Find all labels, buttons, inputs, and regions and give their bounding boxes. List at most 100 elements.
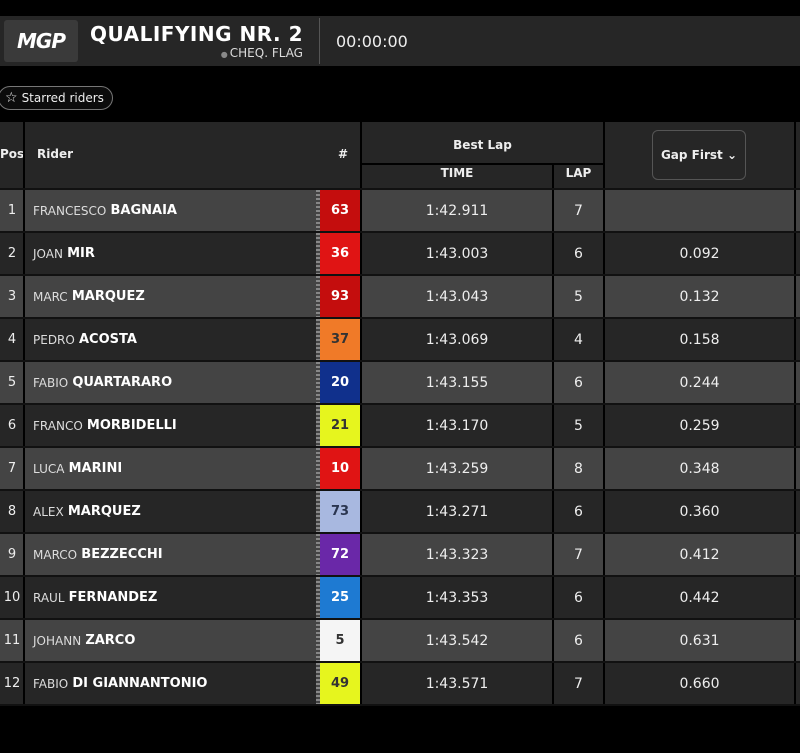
best-lap-number: 6 (574, 245, 583, 262)
rider-first-name: FABIO (33, 375, 69, 390)
col-number: # (338, 147, 349, 161)
best-lap-number: 8 (574, 460, 583, 477)
rider-last-name: QUARTARARO (72, 375, 173, 390)
table-row[interactable]: 6 FRANCO MORBIDELLI 21 1:43.170 5 0.259 (0, 405, 800, 448)
rider-name[interactable]: RAUL FERNANDEZ (33, 577, 157, 618)
position: 8 (7, 504, 17, 519)
gap-first (605, 190, 794, 231)
best-lap-number: 5 (574, 417, 583, 434)
rider-name[interactable]: MARCO BEZZECCHI (33, 534, 163, 575)
col-best-lap: Best Lap (453, 138, 512, 152)
rider-number-badge: 72 (320, 534, 360, 575)
best-lap-time: 1:43.542 (425, 632, 489, 649)
position: 4 (7, 332, 17, 347)
position: 9 (7, 547, 17, 562)
checkered-stripe (316, 491, 320, 532)
best-lap-time: 1:43.271 (425, 503, 489, 520)
star-outline-icon: ☆ (5, 90, 18, 106)
rider-number-badge: 5 (320, 620, 360, 661)
checkered-stripe (316, 319, 320, 360)
table-row[interactable]: 10 RAUL FERNANDEZ 25 1:43.353 6 0.442 (0, 577, 800, 620)
table-row[interactable]: 4 PEDRO ACOSTA 37 1:43.069 4 0.158 (0, 319, 800, 362)
best-lap-time: 1:43.323 (425, 546, 489, 563)
rider-name[interactable]: LUCA MARINI (33, 448, 122, 489)
session-status: ● CHEQ. FLAG (221, 46, 303, 60)
checkered-stripe (316, 448, 320, 489)
gap-first: 0.660 (679, 675, 720, 692)
rider-first-name: MARCO (33, 547, 78, 562)
rider-last-name: BAGNAIA (110, 203, 177, 218)
position: 7 (7, 461, 17, 476)
rider-number-badge: 49 (320, 663, 360, 704)
rider-name[interactable]: FABIO DI GIANNANTONIO (33, 663, 208, 704)
table-row[interactable]: 1 FRANCESCO BAGNAIA 63 1:42.911 7 (0, 190, 800, 233)
table-row[interactable]: 2 JOAN MIR 36 1:43.003 6 0.092 (0, 233, 800, 276)
gap-first: 0.259 (679, 417, 720, 434)
table-row[interactable]: 5 FABIO QUARTARARO 20 1:43.155 6 0.244 (0, 362, 800, 405)
table-row[interactable]: 8 ALEX MARQUEZ 73 1:43.271 6 0.360 (0, 491, 800, 534)
rider-last-name: MARINI (68, 461, 123, 476)
best-lap-time: 1:43.043 (425, 288, 489, 305)
starred-riders-button[interactable]: ☆ Starred riders (0, 86, 113, 110)
best-lap-time: 1:43.353 (425, 589, 489, 606)
gap-first: 0.360 (679, 503, 720, 520)
best-lap-time: 1:43.155 (425, 374, 489, 391)
gap-first-dropdown[interactable]: Gap First ⌄ (652, 130, 746, 180)
divider (318, 18, 320, 64)
best-lap-time: 1:42.911 (425, 202, 489, 219)
table-row[interactable]: 9 MARCO BEZZECCHI 72 1:43.323 7 0.412 (0, 534, 800, 577)
checkered-stripe (316, 405, 320, 446)
best-lap-number: 6 (574, 374, 583, 391)
rider-number-badge: 20 (320, 362, 360, 403)
rider-first-name: RAUL (33, 590, 65, 605)
rider-name[interactable]: MARC MARQUEZ (33, 276, 145, 317)
rider-number-badge: 10 (320, 448, 360, 489)
rider-name[interactable]: FRANCO MORBIDELLI (33, 405, 177, 446)
best-lap-time: 1:43.069 (425, 331, 489, 348)
position: 12 (3, 676, 21, 691)
col-pos: Pos (0, 147, 25, 161)
rider-last-name: DI GIANNANTONIO (72, 676, 208, 691)
rider-number-badge: 37 (320, 319, 360, 360)
starred-riders-label: Starred riders (21, 91, 104, 105)
rider-last-name: MARQUEZ (71, 289, 145, 304)
position: 6 (7, 418, 17, 433)
session-title: QUALIFYING NR. 2 (90, 22, 303, 46)
rider-first-name: JOAN (33, 246, 63, 261)
best-lap-number: 7 (574, 546, 583, 563)
status-text: CHEQ. FLAG (229, 46, 303, 60)
rider-name[interactable]: FRANCESCO BAGNAIA (33, 190, 177, 231)
rider-first-name: PEDRO (33, 332, 75, 347)
session-clock: 00:00:00 (335, 31, 408, 51)
col-rider: Rider (37, 147, 73, 161)
rider-first-name: FRANCESCO (33, 203, 107, 218)
rider-name[interactable]: FABIO QUARTARARO (33, 362, 172, 403)
session-header: MGP QUALIFYING NR. 2 ● CHEQ. FLAG 00:00:0… (0, 16, 800, 66)
checkered-stripe (316, 534, 320, 575)
rider-name[interactable]: PEDRO ACOSTA (33, 319, 137, 360)
best-lap-number: 4 (574, 331, 583, 348)
gap-first: 0.442 (679, 589, 720, 606)
gap-first: 0.132 (679, 288, 720, 305)
rider-name[interactable]: JOAN MIR (33, 233, 95, 274)
position: 2 (7, 246, 17, 261)
table-row[interactable]: 3 MARC MARQUEZ 93 1:43.043 5 0.132 (0, 276, 800, 319)
position: 5 (7, 375, 17, 390)
rider-name[interactable]: ALEX MARQUEZ (33, 491, 141, 532)
rider-last-name: FERNANDEZ (68, 590, 158, 605)
table-row[interactable]: 7 LUCA MARINI 10 1:43.259 8 0.348 (0, 448, 800, 491)
rider-first-name: JOHANN (33, 633, 82, 648)
rider-last-name: MARQUEZ (67, 504, 141, 519)
rider-name[interactable]: JOHANN ZARCO (33, 620, 135, 661)
checkered-stripe (316, 233, 320, 274)
col-lap: LAP (565, 166, 592, 180)
checkered-stripe (316, 190, 320, 231)
best-lap-number: 7 (574, 202, 583, 219)
gap-first-label: Gap First (660, 148, 723, 162)
table-row[interactable]: 11 JOHANN ZARCO 5 1:43.542 6 0.631 (0, 620, 800, 663)
best-lap-time: 1:43.571 (425, 675, 489, 692)
rider-last-name: ACOSTA (78, 332, 137, 347)
position: 1 (7, 203, 17, 218)
position: 11 (3, 633, 21, 648)
table-row[interactable]: 12 FABIO DI GIANNANTONIO 49 1:43.571 7 0… (0, 663, 800, 706)
